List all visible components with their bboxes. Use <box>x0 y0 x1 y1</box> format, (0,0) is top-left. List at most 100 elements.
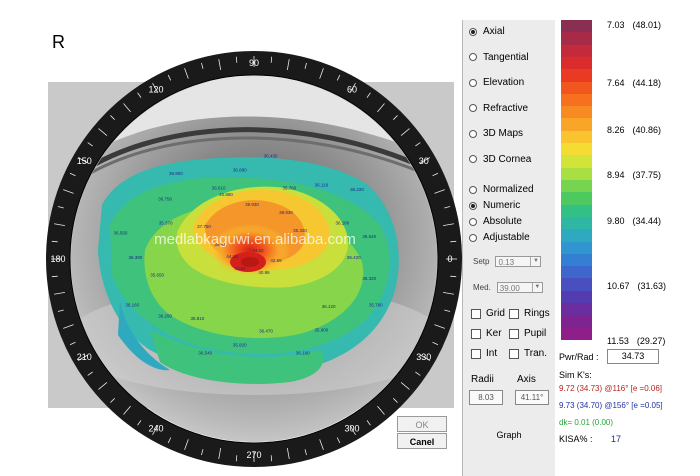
map-value: 40.86 <box>258 270 270 275</box>
color-swatch <box>561 167 592 181</box>
color-swatch <box>561 204 592 218</box>
dial-tick <box>167 74 172 81</box>
map-value: 36.550 <box>114 231 128 236</box>
ok-button[interactable]: OK <box>397 416 447 432</box>
dial-tick <box>137 420 142 426</box>
dial-tick <box>77 157 88 164</box>
legend-label: 7.64 (44.18) <box>607 78 661 88</box>
dial-tick <box>54 291 65 295</box>
map-type-radio-axial[interactable]: Axial <box>469 26 505 37</box>
checkbox-box[interactable] <box>509 308 519 319</box>
dial-label: 180 <box>50 254 65 264</box>
step-select[interactable]: 0.13 ▼ <box>495 256 542 267</box>
dial-tick <box>54 223 65 227</box>
radio-dot[interactable] <box>469 217 477 226</box>
dial-tick <box>51 275 58 278</box>
med-select[interactable]: 39.00 ▼ <box>496 282 543 293</box>
graph-button[interactable]: Graph <box>496 430 522 440</box>
radio-dot[interactable] <box>469 27 477 36</box>
map-type-radio-refractive[interactable]: Refractive <box>469 103 528 114</box>
sim-k1-value: 9.72 (34.73) @116° [e =0.06] <box>559 384 663 393</box>
step-label: Setp <box>473 257 490 266</box>
dial-tick <box>57 206 64 209</box>
axis-dial-labels: 0 30 60 90 120 150 180 210 240 270 300 330 <box>50 58 452 460</box>
dial-tick <box>400 382 410 390</box>
radio-label: Adjustable <box>483 232 530 243</box>
legend-mm: 7.03 <box>607 20 625 30</box>
scale-type-radio-adjustable[interactable]: Adjustable <box>469 232 530 243</box>
dial-tick <box>415 371 421 376</box>
eye-label: R <box>52 32 65 52</box>
radio-label: Tangential <box>483 51 529 63</box>
scale-type-radio-normalized[interactable]: Normalized <box>469 184 534 195</box>
dial-tick <box>434 189 445 194</box>
legend-label: 11.53 (29.27) <box>607 336 665 346</box>
legend-mm: 7.64 <box>607 78 625 88</box>
map-value: 36.900 <box>169 171 183 176</box>
radio-dot[interactable] <box>469 155 477 163</box>
checkbox-box[interactable] <box>509 328 519 339</box>
map-type-radio-3d-maps[interactable]: 3D Maps <box>469 128 523 139</box>
dial-tick <box>415 142 421 147</box>
dial-tick <box>152 425 159 436</box>
map-type-radio-elevation[interactable]: Elevation <box>469 77 524 88</box>
grid-checkbox[interactable]: Grid <box>471 308 505 319</box>
dial-tick <box>77 354 88 361</box>
radio-dot[interactable] <box>469 78 477 87</box>
dial-tick <box>434 324 445 329</box>
pupil-checkbox[interactable]: Pupil <box>509 328 546 339</box>
map-value: 39.930 <box>245 202 259 207</box>
dial-label: 120 <box>148 84 163 94</box>
pwr-rad-value: 34.73 <box>607 349 659 364</box>
scale-type-radio-absolute[interactable]: Absolute <box>469 216 522 227</box>
ker-checkbox[interactable]: Ker <box>471 328 502 339</box>
med-label: Med. <box>473 283 491 292</box>
color-swatch <box>561 278 592 292</box>
dial-tick <box>184 68 189 79</box>
scale-type-radio-numeric[interactable]: Numeric <box>469 200 520 211</box>
dial-tick <box>184 439 189 450</box>
dial-tick <box>218 448 222 459</box>
legend-dpt: (40.86) <box>632 125 662 135</box>
dial-tick <box>69 172 76 177</box>
dial-tick <box>377 103 385 113</box>
map-value: 36.290 <box>158 313 172 318</box>
radio-dot[interactable] <box>469 201 477 210</box>
dial-tick <box>304 62 307 69</box>
checkbox-box[interactable] <box>471 328 481 339</box>
axis-value: 41.11° <box>515 390 549 405</box>
rings-checkbox[interactable]: Rings <box>509 308 550 319</box>
checkbox-box[interactable] <box>471 348 481 359</box>
cancel-button[interactable]: Canel <box>397 433 447 449</box>
tran-checkbox[interactable]: Tran. <box>509 348 547 359</box>
radio-dot[interactable] <box>469 233 477 242</box>
dial-tick <box>270 455 273 462</box>
radio-dot[interactable] <box>469 104 477 112</box>
dial-tick <box>218 59 222 70</box>
dial-label: 30 <box>419 156 429 166</box>
map-value: 35.820 <box>233 342 247 347</box>
checkbox-box[interactable] <box>471 308 481 319</box>
color-swatch <box>561 180 592 193</box>
map-value: 38.930 <box>279 210 293 215</box>
map-type-radio-3d-cornea[interactable]: 3D Cornea <box>469 154 531 165</box>
map-value: 36.750 <box>158 197 172 202</box>
radio-dot[interactable] <box>469 185 477 194</box>
checkbox-box[interactable] <box>509 348 519 359</box>
int-checkbox[interactable]: Int <box>471 348 497 359</box>
dial-tick <box>450 275 457 278</box>
radio-label: Absolute <box>483 216 522 227</box>
dial-label: 270 <box>246 450 261 460</box>
dial-tick <box>235 56 238 63</box>
color-swatch <box>561 155 592 169</box>
dial-label: 240 <box>148 424 163 434</box>
color-swatch <box>561 81 592 95</box>
radio-dot[interactable] <box>469 53 477 61</box>
dial-tick <box>393 115 398 120</box>
map-type-radio-tangential[interactable]: Tangential <box>469 52 529 63</box>
color-swatch <box>561 118 592 132</box>
map-value: 35.650 <box>150 273 164 278</box>
topography-color-map <box>98 157 399 384</box>
map-value: 35.320 <box>362 276 376 281</box>
radio-dot[interactable] <box>469 129 477 138</box>
